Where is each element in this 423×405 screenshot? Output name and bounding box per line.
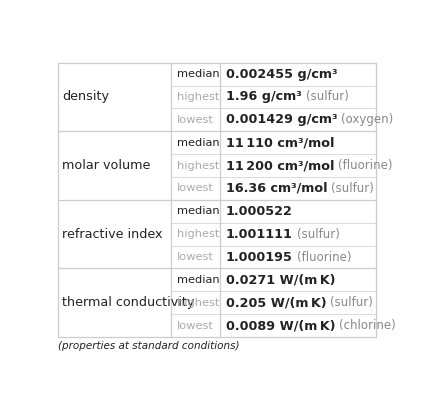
Text: (sulfur): (sulfur) xyxy=(332,182,374,195)
Text: 0.0271 W/(m K): 0.0271 W/(m K) xyxy=(226,273,335,286)
Text: lowest: lowest xyxy=(176,321,214,330)
Text: 1.000195: 1.000195 xyxy=(226,251,293,264)
Text: highest: highest xyxy=(176,229,219,239)
Text: (sulfur): (sulfur) xyxy=(297,228,340,241)
Text: density: density xyxy=(62,90,110,103)
Text: (chlorine): (chlorine) xyxy=(339,319,396,332)
Text: median: median xyxy=(176,69,219,79)
Text: lowest: lowest xyxy=(176,252,214,262)
Text: 11 200 cm³/mol: 11 200 cm³/mol xyxy=(226,159,334,172)
Text: (oxygen): (oxygen) xyxy=(341,113,393,126)
Text: (properties at standard conditions): (properties at standard conditions) xyxy=(58,341,239,351)
Text: 0.001429 g/cm³: 0.001429 g/cm³ xyxy=(226,113,338,126)
Text: 16.36 cm³/mol: 16.36 cm³/mol xyxy=(226,182,327,195)
Text: highest: highest xyxy=(176,298,219,308)
Text: 0.205 W/(m K): 0.205 W/(m K) xyxy=(226,296,327,309)
Text: thermal conductivity: thermal conductivity xyxy=(62,296,195,309)
Text: median: median xyxy=(176,206,219,216)
Text: 1.000522: 1.000522 xyxy=(226,205,293,218)
Text: lowest: lowest xyxy=(176,183,214,194)
Text: molar volume: molar volume xyxy=(62,159,151,172)
Text: 1.001111: 1.001111 xyxy=(226,228,293,241)
Text: 0.002455 g/cm³: 0.002455 g/cm³ xyxy=(226,68,338,81)
Text: (sulfur): (sulfur) xyxy=(330,296,374,309)
Text: (sulfur): (sulfur) xyxy=(305,90,349,103)
Text: (fluorine): (fluorine) xyxy=(297,251,351,264)
Text: highest: highest xyxy=(176,92,219,102)
Text: median: median xyxy=(176,275,219,285)
Text: median: median xyxy=(176,138,219,148)
Text: 0.0089 W/(m K): 0.0089 W/(m K) xyxy=(226,319,335,332)
Text: highest: highest xyxy=(176,160,219,171)
Text: (fluorine): (fluorine) xyxy=(338,159,393,172)
Text: 1.96 g/cm³: 1.96 g/cm³ xyxy=(226,90,302,103)
Text: lowest: lowest xyxy=(176,115,214,125)
Text: refractive index: refractive index xyxy=(62,228,163,241)
Text: 11 110 cm³/mol: 11 110 cm³/mol xyxy=(226,136,334,149)
